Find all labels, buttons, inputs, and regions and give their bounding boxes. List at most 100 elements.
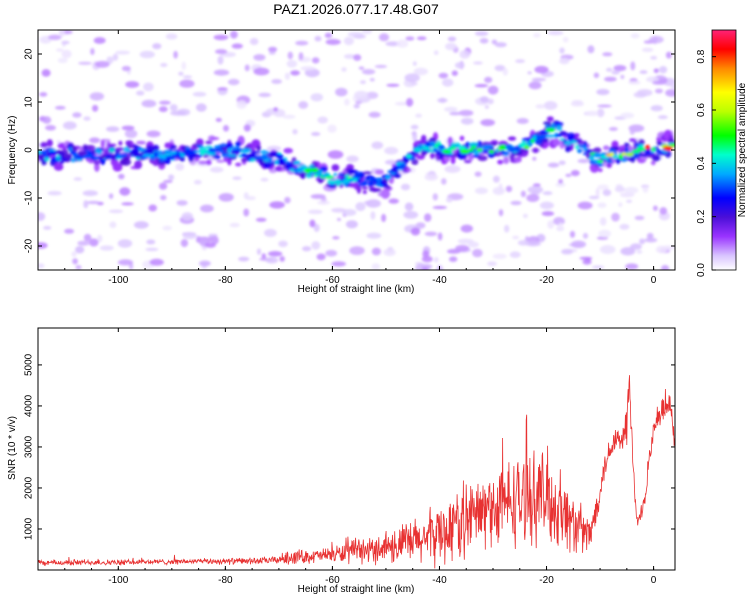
- heatmap-cell: [585, 257, 591, 262]
- heatmap-cell: [106, 143, 117, 147]
- heatmap-cell: [178, 71, 184, 76]
- heatmap-cell: [361, 180, 369, 185]
- heatmap-cell: [555, 133, 564, 137]
- heatmap-cell: [314, 35, 322, 42]
- heatmap-cell: [659, 66, 668, 74]
- heatmap-cell: [474, 187, 488, 195]
- heatmap-cell: [626, 199, 633, 203]
- heatmap-cell: [501, 151, 511, 155]
- heatmap-cell: [651, 147, 656, 151]
- heatmap-cell: [651, 154, 661, 162]
- snr-x-ticks: -100 -80 -60 -40 -20 0: [64, 328, 657, 586]
- heatmap-cell: [73, 177, 83, 181]
- heatmap-cell: [310, 93, 324, 102]
- heatmap-cell: [371, 141, 384, 150]
- heatmap-cell: [204, 242, 216, 248]
- heatmap-cell: [625, 152, 634, 157]
- heatmap-cell: [433, 257, 439, 263]
- heatmap-cell: [650, 105, 663, 112]
- heatmap-cell: [146, 130, 161, 138]
- heatmap-cell: [371, 247, 381, 256]
- heatmap-cell: [428, 137, 437, 143]
- heatmap-cell: [116, 147, 125, 152]
- heatmap-cell: [421, 255, 433, 263]
- heatmap-cell: [504, 224, 510, 233]
- heatmap-cell: [383, 248, 396, 256]
- heatmap-cell: [652, 36, 658, 45]
- heatmap-cell: [653, 68, 659, 74]
- spectrogram-x-tick-label: 0: [651, 275, 657, 286]
- heatmap-cell: [143, 82, 154, 92]
- snr-panel: -100 -80 -60 -40 -20 0 1000 2000 3000 4000 5000 H…: [7, 327, 676, 595]
- heatmap-cell: [146, 239, 156, 245]
- heatmap-cell: [279, 158, 285, 163]
- heatmap-cell: [121, 125, 135, 131]
- heatmap-cell: [119, 187, 131, 196]
- heatmap-cell: [517, 240, 530, 246]
- heatmap-cell: [510, 200, 522, 206]
- heatmap-cell: [38, 212, 46, 221]
- heatmap-cell: [493, 175, 500, 183]
- heatmap-cell: [200, 204, 214, 213]
- spectrogram-x-tick-label: -40: [432, 275, 447, 286]
- heatmap-cell: [476, 148, 483, 152]
- heatmap-cell: [400, 183, 411, 191]
- heatmap-cell: [283, 147, 294, 154]
- heatmap-cell: [97, 234, 103, 243]
- heatmap-cell: [68, 147, 73, 152]
- heatmap-cell: [118, 140, 123, 146]
- heatmap-cell: [547, 220, 555, 229]
- heatmap-cell: [261, 253, 266, 260]
- snr-x-tick-label: -20: [539, 575, 554, 586]
- heatmap-cell: [165, 33, 178, 40]
- heatmap-cell: [362, 30, 372, 35]
- heatmap-cell: [593, 72, 600, 79]
- heatmap-cell: [480, 119, 496, 127]
- heatmap-cell: [642, 186, 649, 193]
- heatmap-cell: [363, 200, 372, 205]
- heatmap-cell: [74, 155, 84, 159]
- heatmap-cell: [570, 240, 587, 249]
- heatmap-cell: [331, 261, 347, 267]
- heatmap-cell: [125, 81, 140, 88]
- heatmap-cell: [169, 145, 177, 150]
- heatmap-cell: [348, 169, 358, 174]
- heatmap-cell: [650, 56, 658, 60]
- heatmap-cell: [396, 39, 409, 48]
- heatmap-cell: [474, 84, 489, 88]
- heatmap-cell: [83, 154, 93, 159]
- heatmap-cell: [38, 242, 48, 249]
- heatmap-cell: [354, 90, 369, 100]
- heatmap-cell: [611, 140, 619, 149]
- heatmap-cell: [446, 197, 453, 203]
- heatmap-cell: [118, 173, 125, 180]
- heatmap-cell: [199, 260, 211, 267]
- heatmap-cell: [133, 221, 149, 229]
- heatmap-cell: [214, 145, 222, 149]
- heatmap-cell: [331, 208, 347, 213]
- heatmap-cell: [451, 70, 458, 76]
- heatmap-cell: [598, 229, 612, 238]
- heatmap-cell: [284, 196, 291, 204]
- heatmap-cell: [346, 155, 359, 163]
- heatmap-cell: [460, 224, 473, 233]
- heatmap-cell: [90, 48, 95, 55]
- heatmap-cell: [492, 253, 507, 259]
- heatmap-cell: [444, 165, 461, 173]
- heatmap-cell: [445, 42, 457, 51]
- heatmap-cell: [432, 205, 447, 210]
- heatmap-cell: [136, 140, 146, 145]
- heatmap-cell: [371, 263, 380, 270]
- heatmap-cell: [646, 232, 654, 240]
- heatmap-cell: [86, 200, 101, 205]
- heatmap-cell: [356, 179, 362, 183]
- heatmap-cell: [460, 149, 470, 154]
- heatmap-cell: [142, 153, 152, 157]
- heatmap-cell: [316, 253, 326, 261]
- heatmap-cell: [629, 128, 635, 135]
- heatmap-cell: [48, 34, 62, 40]
- heatmap-cell: [298, 101, 309, 109]
- heatmap-cell: [109, 221, 117, 229]
- snr-x-tick-label: -40: [432, 575, 447, 586]
- heatmap-cell: [474, 171, 482, 177]
